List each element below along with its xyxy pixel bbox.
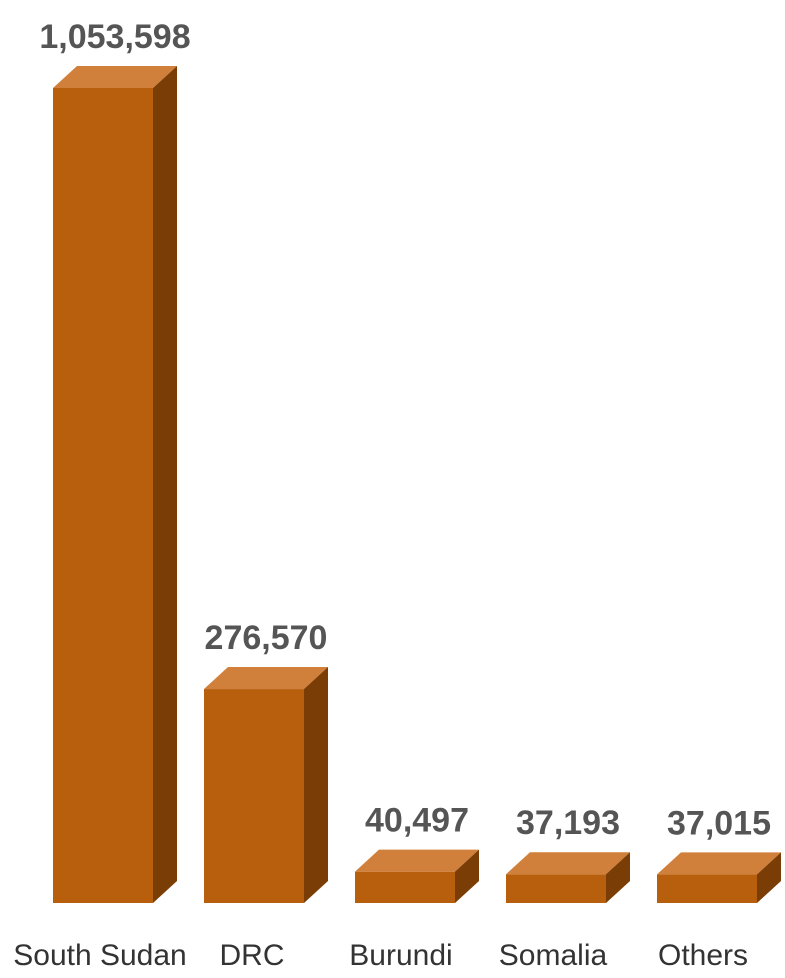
bar-side-south-sudan [153,66,177,903]
bar-front-somalia [506,874,606,903]
bar-side-drc [304,667,328,903]
bar-top-others [657,852,781,875]
bar-others [657,852,781,903]
bar-top-burundi [355,849,479,872]
category-labels-group: South Sudan DRC Burundi Somalia Others [13,939,748,972]
bar-front-others [657,874,757,903]
bar-side-somalia [606,852,630,903]
bar-top-drc [204,667,328,690]
bar-burundi [355,849,479,903]
category-label-burundi: Burundi [349,939,452,972]
bar-side-burundi [455,849,479,903]
bar-side-others [757,852,781,903]
bar-drc [204,667,328,903]
category-label-others: Others [658,939,748,972]
value-label-drc: 276,570 [205,619,328,657]
bars-group [53,66,781,903]
value-label-burundi: 40,497 [365,802,469,840]
category-label-drc: DRC [220,939,285,972]
bar-front-burundi [355,871,455,903]
category-label-somalia: Somalia [499,939,608,972]
value-label-others: 37,015 [667,804,771,842]
value-label-somalia: 37,193 [516,804,620,842]
bar-top-somalia [506,852,630,875]
category-label-south-sudan: South Sudan [13,939,186,972]
value-label-south-sudan: 1,053,598 [39,18,190,56]
bar-front-drc [204,689,304,903]
bar-south-sudan [53,66,177,903]
value-labels-group: 1,053,598 276,570 40,497 37,193 37,015 [39,18,771,842]
bar-somalia [506,852,630,903]
bar-front-south-sudan [53,88,153,903]
bar-top-south-sudan [53,66,177,88]
